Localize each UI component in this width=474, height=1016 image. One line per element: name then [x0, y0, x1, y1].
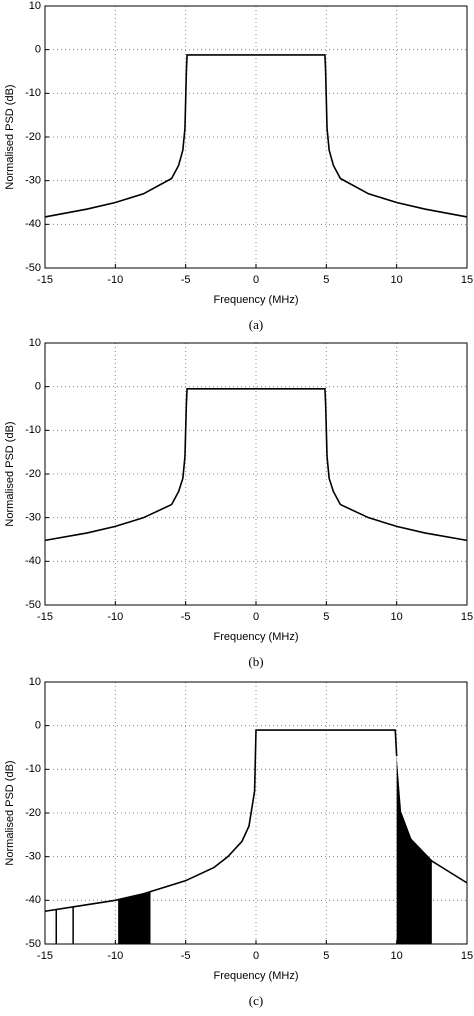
- x-tick-label: 15: [461, 274, 473, 286]
- x-tick-label: 10: [391, 274, 403, 286]
- x-tick-label: -15: [37, 950, 53, 962]
- caption: (c): [249, 993, 263, 1008]
- y-tick-label: 0: [35, 44, 41, 56]
- y-tick-label: 10: [29, 676, 41, 688]
- x-tick-label: -15: [37, 611, 53, 623]
- line: [44, 729, 468, 913]
- x-axis-label: Frequency (MHz): [214, 970, 299, 982]
- fill-region: [118, 891, 151, 944]
- x-tick-label: 5: [323, 950, 329, 962]
- y-tick-label: -40: [25, 894, 41, 906]
- caption: (b): [248, 654, 263, 669]
- caption: (a): [249, 317, 263, 332]
- y-tick-label: -40: [25, 218, 41, 230]
- y-tick-label: 10: [29, 337, 41, 349]
- y-tick-label: -10: [25, 87, 41, 99]
- y-tick-label: -50: [25, 938, 41, 950]
- line: [44, 54, 468, 218]
- y-tick-label: -10: [25, 424, 41, 436]
- x-tick-label: 5: [323, 611, 329, 623]
- x-tick-label: 0: [253, 274, 259, 286]
- x-tick-label: -10: [107, 950, 123, 962]
- y-tick-label: -20: [25, 131, 41, 143]
- plot-frame: [44, 681, 468, 945]
- x-tick-label: 15: [461, 611, 473, 623]
- x-axis-label: Frequency (MHz): [214, 631, 299, 643]
- y-tick-label: -50: [25, 262, 41, 274]
- y-tick-label: 0: [35, 720, 41, 732]
- y-tick-label: -30: [25, 851, 41, 863]
- y-axis-label: Normalised PSD (dB): [4, 760, 16, 865]
- y-tick-label: -10: [25, 763, 41, 775]
- y-tick-label: -30: [25, 175, 41, 187]
- x-tick-label: -5: [181, 274, 191, 286]
- fill-region: [396, 756, 432, 944]
- x-tick-label: 15: [461, 950, 473, 962]
- x-tick-label: 0: [253, 950, 259, 962]
- x-tick-label: 5: [323, 274, 329, 286]
- x-tick-label: -15: [37, 274, 53, 286]
- x-tick-label: 0: [253, 611, 259, 623]
- x-tick-label: -5: [181, 611, 191, 623]
- x-axis-label: Frequency (MHz): [214, 294, 299, 306]
- y-tick-label: -30: [25, 512, 41, 524]
- plot-frame: [44, 5, 468, 269]
- y-axis-label: Normalised PSD (dB): [4, 84, 16, 189]
- plot-frame: [44, 342, 468, 606]
- x-tick-label: -5: [181, 950, 191, 962]
- y-tick-label: -50: [25, 599, 41, 611]
- y-tick-label: 0: [35, 381, 41, 393]
- x-tick-label: -10: [107, 274, 123, 286]
- line: [44, 388, 468, 542]
- y-axis-label: Normalised PSD (dB): [4, 421, 16, 526]
- y-tick-label: -20: [25, 468, 41, 480]
- x-tick-label: 10: [391, 611, 403, 623]
- x-tick-label: -10: [107, 611, 123, 623]
- y-tick-label: 10: [29, 0, 41, 12]
- y-tick-label: -20: [25, 807, 41, 819]
- y-tick-label: -40: [25, 555, 41, 567]
- x-tick-label: 10: [391, 950, 403, 962]
